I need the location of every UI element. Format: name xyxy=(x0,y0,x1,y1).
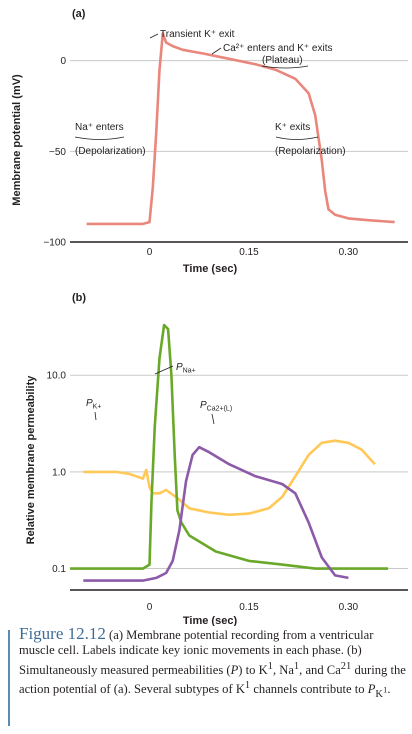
annotation-depolarization: (Depolarization) xyxy=(75,146,146,157)
panel-a-y-tick-label: −50 xyxy=(49,147,66,158)
panel-b-series-labels: PK+ PNa+ PCa2+(L) xyxy=(86,362,232,425)
pk-series-label: PK+ xyxy=(86,398,101,411)
annotation-plateau: (Plateau) xyxy=(262,55,303,66)
annotation-plateau-ions: Ca²⁺ enters and K⁺ exits xyxy=(223,43,333,54)
pna-series-label: PNa+ xyxy=(176,362,196,375)
annotation-k-exits: K⁺ exits xyxy=(275,122,310,133)
panel-b-y-tick-label: 0.1 xyxy=(52,564,66,575)
figure-caption: Figure 12.12 (a) Membrane potential reco… xyxy=(8,624,411,730)
pna-permeability-line xyxy=(70,323,389,570)
panel-a-x-tick-label: 0 xyxy=(147,247,153,258)
annotation-brace xyxy=(261,65,309,69)
annotation-brace xyxy=(275,136,319,140)
pna-label-leader xyxy=(154,365,174,375)
panel-b-x-tick-label: 0.15 xyxy=(239,602,259,613)
annotation-leader xyxy=(211,47,222,55)
panel-b-label: (b) xyxy=(72,292,86,304)
panel-a-label: (a) xyxy=(72,8,86,20)
caption-text: Figure 12.12 (a) Membrane potential reco… xyxy=(19,624,411,702)
pca-permeability-line xyxy=(83,445,349,582)
pk-label-leader xyxy=(94,411,97,421)
panel-b-tick-labels: 10.0 1.0 0.1 0 0.15 0.30 xyxy=(47,371,359,613)
panel-a-x-tick-label: 0.15 xyxy=(239,247,259,258)
panel-a-y-axis-label: Membrane potential (mV) xyxy=(11,74,23,206)
pca-label-leader xyxy=(211,413,215,425)
panel-b-x-tick-label: 0 xyxy=(147,602,153,613)
panel-a-y-tick-label: 0 xyxy=(60,56,66,67)
caption-body: (a) Membrane potential recording from a … xyxy=(19,628,406,700)
panel-a: (a) Membrane potential (mV) 0 −50 −100 0 0.1… xyxy=(11,8,408,275)
annotation-na-enters: Na⁺ enters xyxy=(75,122,124,133)
panel-b-y-tick-label: 10.0 xyxy=(47,371,67,382)
panel-a-tick-labels: 0 −50 −100 0 0.15 0.30 xyxy=(43,56,358,258)
figure-label: Figure 12.12 xyxy=(19,624,106,643)
pca-series-label: PCa2+(L) xyxy=(200,400,232,413)
annotation-repolarization: (Repolarization) xyxy=(275,146,346,157)
caption-rule xyxy=(8,630,10,726)
membrane-potential-line xyxy=(86,32,395,226)
pk-permeability-line xyxy=(83,439,376,517)
panel-a-y-tick-label: −100 xyxy=(43,238,66,249)
annotation-leader xyxy=(149,33,159,39)
panel-a-annotations: Transient K⁺ exit Ca²⁺ enters and K⁺ exit… xyxy=(74,29,346,157)
panel-b: (b) Relative membrane permeability 10.01… xyxy=(25,292,408,626)
figure-12-12: (a) Membrane potential (mV) 0 −50 −100 0 0.1… xyxy=(11,8,408,626)
panel-b-x-tick-label: 0.30 xyxy=(339,602,359,613)
annotation-brace xyxy=(74,136,125,140)
annotation-transient-k-exit: Transient K⁺ exit xyxy=(160,29,235,40)
panel-b-series xyxy=(70,323,389,582)
panel-a-x-axis-label: Time (sec) xyxy=(183,263,238,275)
panel-a-series xyxy=(86,32,395,226)
panel-b-y-axis-label: Relative membrane permeability xyxy=(25,375,37,545)
panel-b-x-axis-label: Time (sec) xyxy=(183,615,238,626)
panel-b-y-tick-label: 1.0 xyxy=(52,467,66,478)
panel-a-x-tick-label: 0.30 xyxy=(339,247,359,258)
